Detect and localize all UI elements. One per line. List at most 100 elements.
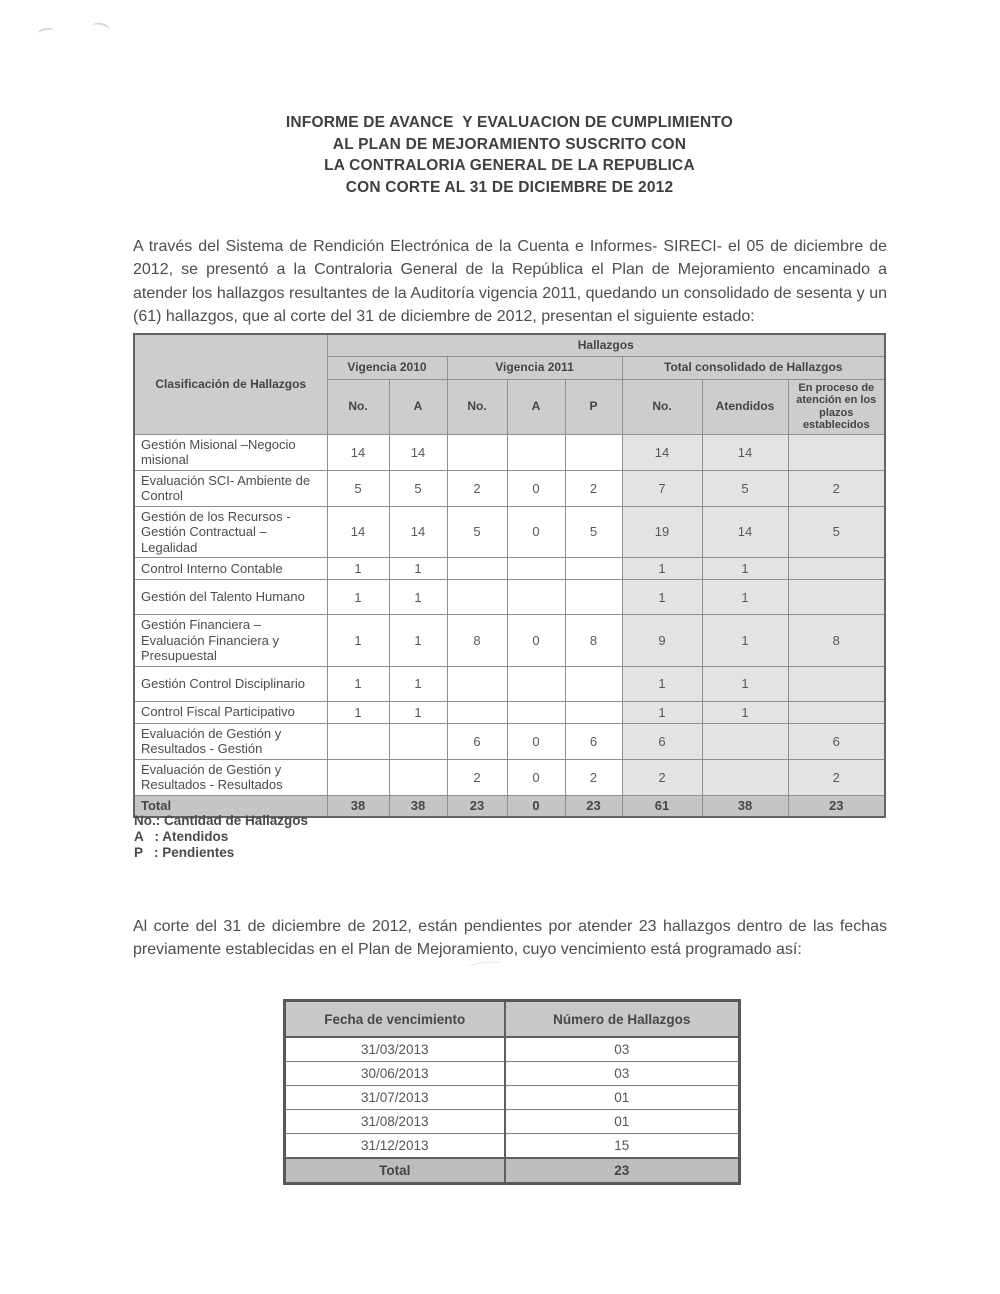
value-cell: 1 — [326, 579, 390, 615]
value-cell: 8 — [564, 614, 623, 667]
row-label: Gestión del Talento Humano — [133, 579, 328, 615]
value-cell: 0 — [506, 614, 566, 667]
table-row: Evaluación de Gestión y Resultados - Res… — [133, 758, 886, 796]
row-label: Control Interno Contable — [133, 557, 328, 580]
row-label: Evaluación de Gestión y Resultados - Res… — [133, 758, 328, 796]
value-cell — [446, 557, 508, 580]
value-cell — [701, 722, 789, 760]
table-row: Evaluación SCI- Ambiente de Control 5 5 2 0 2… — [133, 469, 886, 507]
table-row: Gestión del Talento Humano 1 1 1 1 — [133, 579, 886, 615]
value-cell: 1 — [701, 557, 789, 580]
total-value-cell: 38 — [701, 794, 789, 818]
legend-line: P : Pendientes — [134, 844, 235, 860]
value-cell — [446, 665, 508, 702]
total-label: Total — [133, 794, 328, 818]
value-cell — [564, 433, 623, 471]
value-cell: 14 — [388, 433, 448, 471]
pending-paragraph: Al corte del 31 de diciembre de 2012, es… — [133, 918, 887, 959]
value-cell: 1 — [388, 557, 448, 580]
scan-smudge — [467, 960, 503, 971]
value-cell: 2 — [621, 758, 703, 796]
vencimiento-table-body: 31/03/2013 03 30/06/2013 03 31/07/2013 01 31/0… — [284, 1036, 740, 1184]
value-cell: 6 — [621, 722, 703, 760]
value-cell — [506, 579, 566, 615]
table-row: 31/12/2013 15 — [284, 1133, 740, 1159]
value-cell: 1 — [701, 614, 789, 667]
value-cell: 1 — [621, 557, 703, 580]
value-cell: 14 — [701, 505, 789, 558]
row-label: Control Fiscal Participativo — [133, 700, 328, 724]
due-date-cell: 31/03/2013 — [284, 1036, 506, 1062]
header-total-consolidado: Total consolidado de Hallazgos — [621, 355, 886, 380]
table-row: 30/06/2013 03 — [284, 1061, 740, 1086]
value-cell: 8 — [787, 614, 886, 667]
total-row: Total 23 — [284, 1157, 740, 1184]
header-col-no: No. — [621, 378, 703, 435]
value-cell: 6 — [446, 722, 508, 760]
value-cell — [787, 433, 886, 471]
value-cell — [564, 557, 623, 580]
value-cell — [787, 579, 886, 615]
title-line: CON CORTE AL 31 DE DICIEMBRE DE 2012 — [345, 178, 674, 196]
header-vigencia-2010: Vigencia 2010 — [326, 355, 448, 380]
value-cell: 1 — [621, 700, 703, 724]
value-cell — [564, 579, 623, 615]
legend-line: A : Atendidos — [134, 828, 229, 844]
value-cell: 1 — [701, 700, 789, 724]
value-cell — [446, 579, 508, 615]
table-row: Control Fiscal Participativo 1 1 1 1 — [133, 700, 886, 724]
value-cell: 2 — [787, 758, 886, 796]
total-value-cell: 23 — [446, 794, 508, 818]
header-col-p: P — [564, 378, 623, 435]
value-cell — [506, 700, 566, 724]
value-cell: 2 — [446, 469, 508, 507]
table-row: Gestión Misional –Negocio misional 14 14 14… — [133, 433, 886, 471]
row-label: Gestión Control Disciplinario — [133, 665, 328, 702]
due-date-cell: 30/06/2013 — [284, 1061, 506, 1086]
value-cell: 2 — [787, 469, 886, 507]
value-cell — [564, 700, 623, 724]
value-cell — [787, 665, 886, 702]
header-vigencia-2011: Vigencia 2011 — [446, 355, 623, 380]
total-value-cell: 0 — [506, 794, 566, 818]
value-cell — [787, 557, 886, 580]
value-cell: 0 — [506, 758, 566, 796]
count-cell: 01 — [504, 1085, 740, 1110]
value-cell: 1 — [388, 614, 448, 667]
title-line: LA CONTRALORIA GENERAL DE LA REPUBLICA — [324, 157, 695, 174]
header-numero-hallazgos: Número de Hallazgos — [504, 1000, 740, 1038]
value-cell: 14 — [621, 433, 703, 471]
value-cell: 1 — [326, 557, 390, 580]
value-cell: 6 — [787, 722, 886, 760]
header-col-no: No. — [326, 378, 390, 435]
value-cell: 1 — [388, 665, 448, 702]
value-cell: 14 — [701, 433, 789, 471]
total-value-cell: 23 — [564, 794, 623, 818]
header-fecha-vencimiento: Fecha de vencimiento — [284, 1000, 506, 1038]
table-row: Control Interno Contable 1 1 1 1 — [133, 557, 886, 580]
value-cell — [787, 700, 886, 724]
value-cell: 1 — [326, 700, 390, 724]
value-cell — [446, 700, 508, 724]
value-cell: 2 — [564, 758, 623, 796]
table-row: 31/07/2013 01 — [284, 1085, 740, 1110]
title-line: INFORME DE AVANCE Y EVALUACION DE CUMPLI… — [285, 114, 734, 131]
value-cell: 14 — [326, 505, 390, 558]
value-cell: 1 — [388, 579, 448, 615]
total-value-cell: 23 — [787, 794, 886, 818]
table-row: 31/08/2013 01 — [284, 1109, 740, 1134]
header-col-a: A — [506, 378, 566, 435]
value-cell: 1 — [621, 579, 703, 615]
value-cell — [326, 722, 390, 760]
total-row: Total 38 38 23 0 23 61 38 23 — [133, 794, 886, 818]
scan-smudge — [90, 20, 112, 37]
legend-line: No.: Cantidad de Hallazgos — [134, 813, 309, 828]
value-cell: 8 — [446, 614, 508, 667]
value-cell: 5 — [564, 505, 623, 558]
due-date-cell: 31/08/2013 — [284, 1109, 506, 1134]
row-label: Gestión Misional –Negocio misional — [133, 433, 328, 471]
count-cell: 15 — [504, 1133, 740, 1159]
value-cell: 14 — [388, 505, 448, 558]
value-cell: 2 — [446, 758, 508, 796]
value-cell: 7 — [621, 469, 703, 507]
